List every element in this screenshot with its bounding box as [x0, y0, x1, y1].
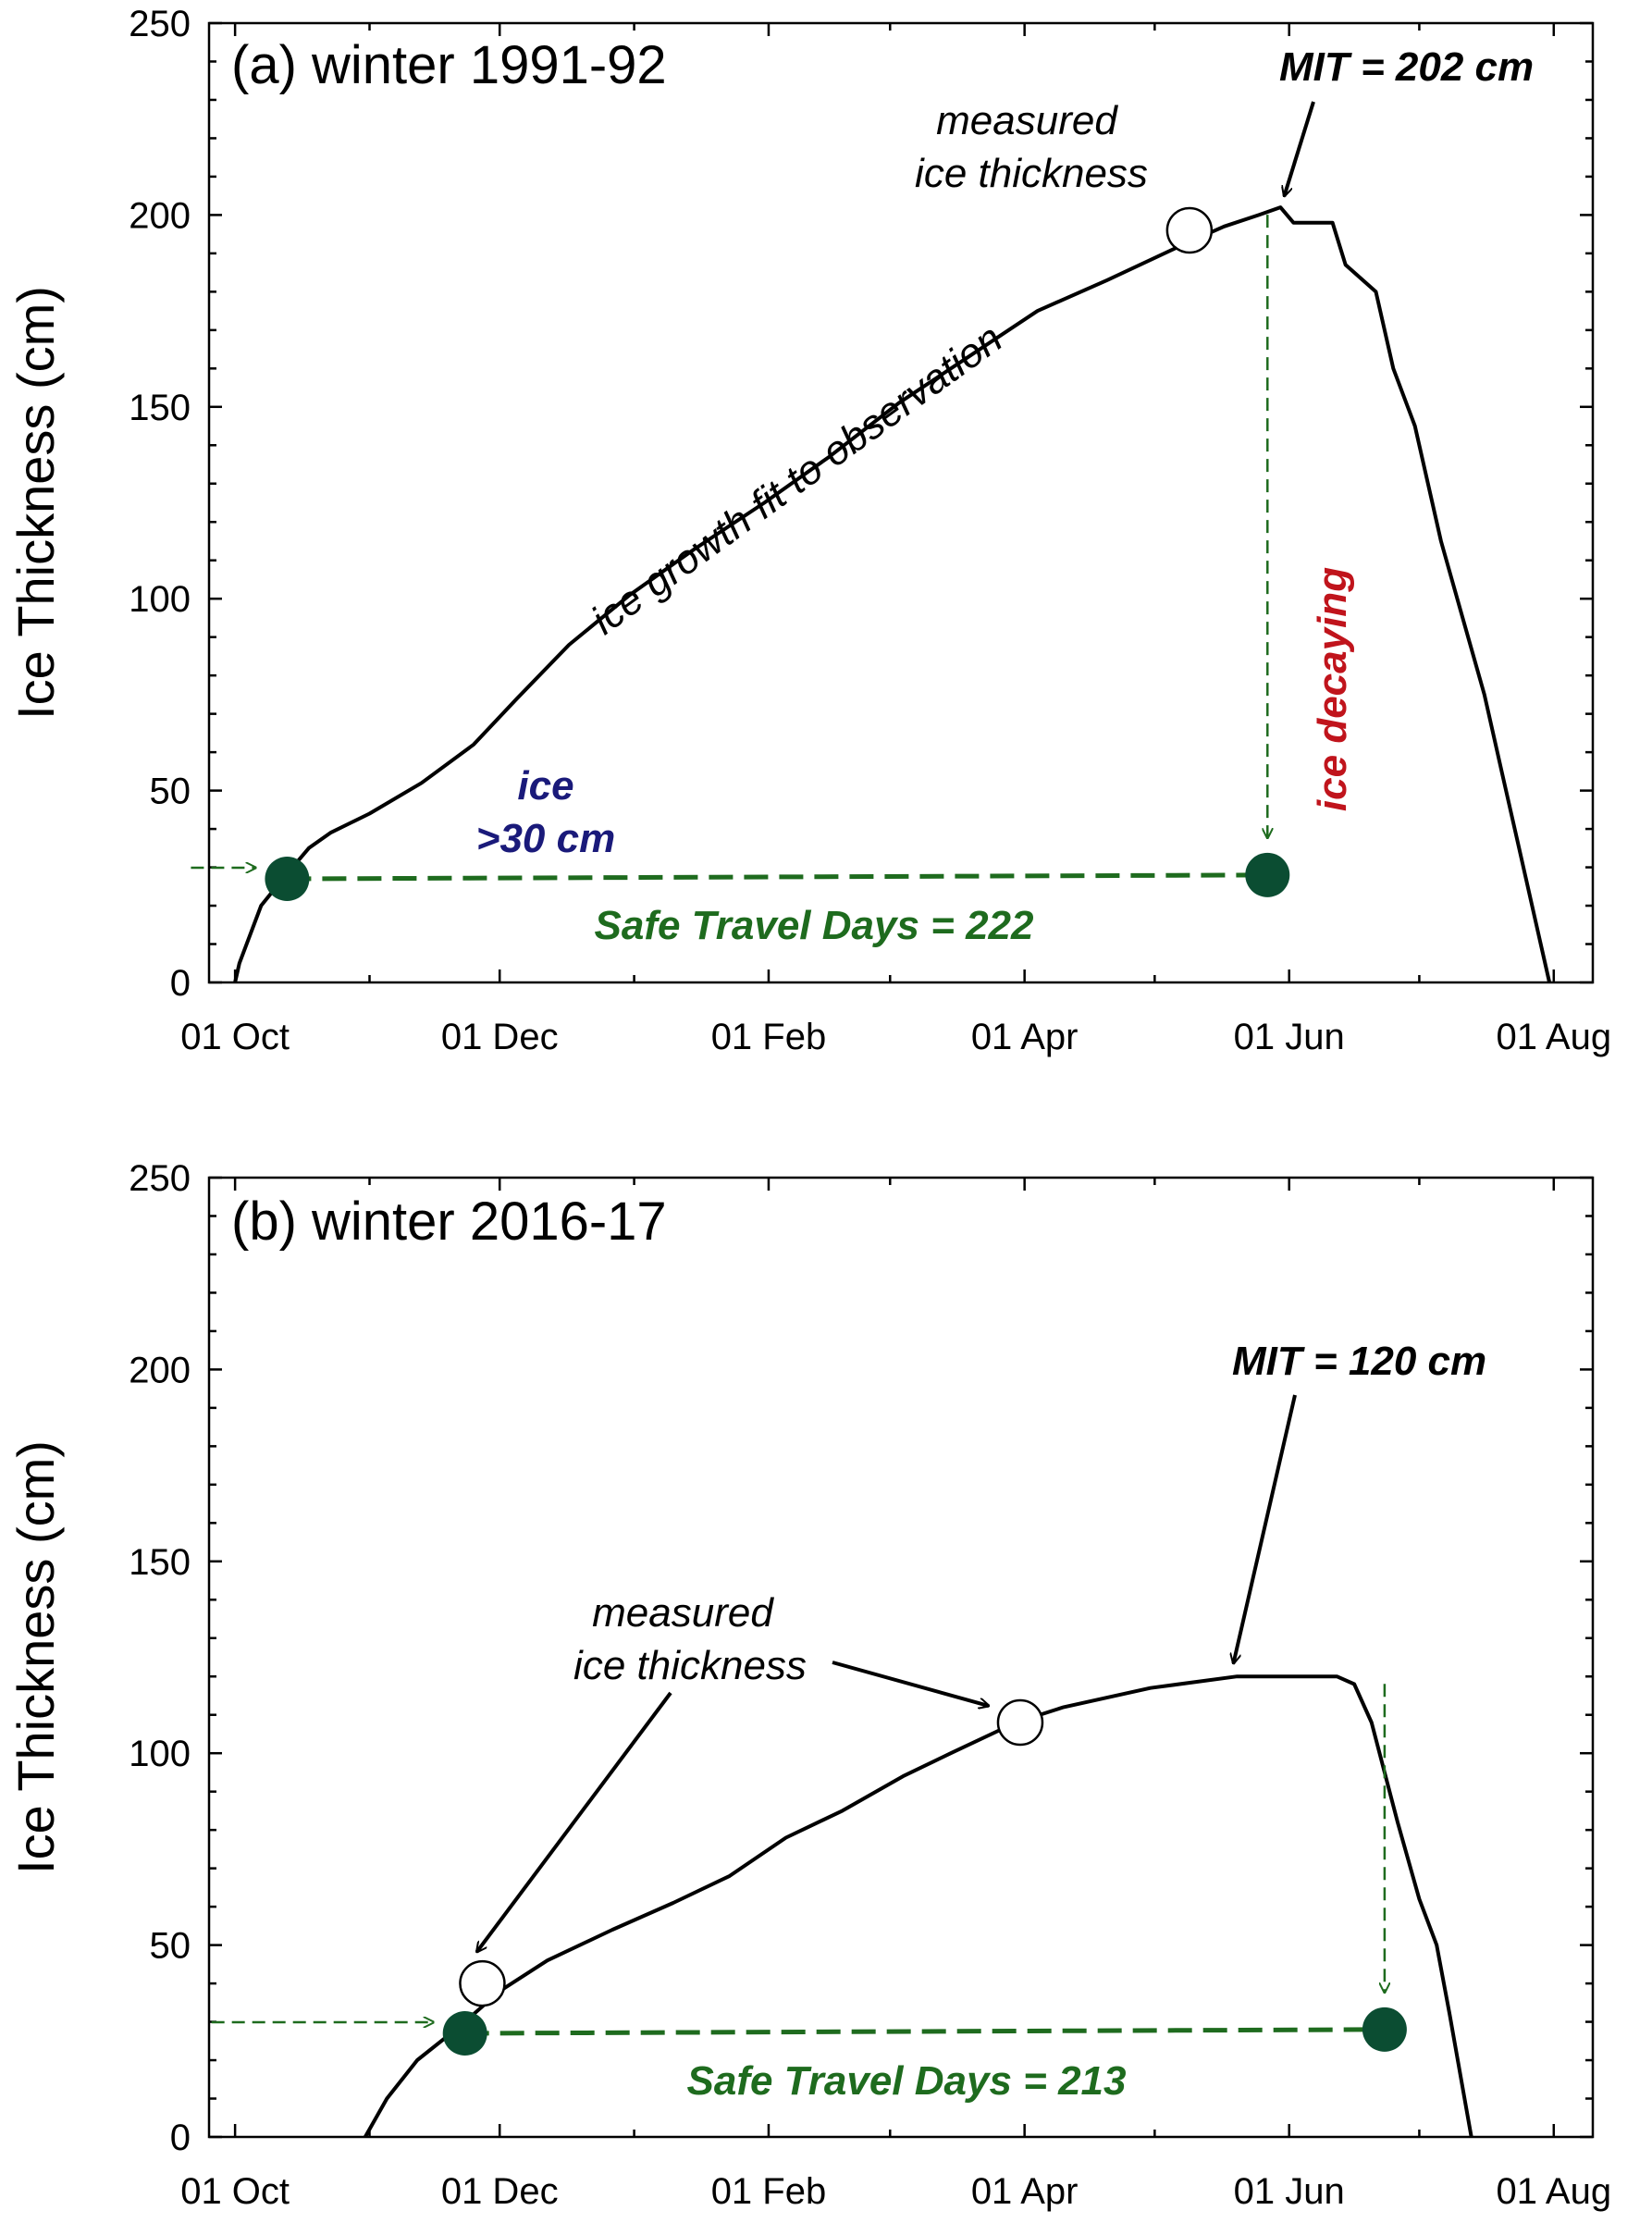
- y-tick-label: 50: [150, 1926, 191, 1967]
- y-tick-label: 0: [170, 2118, 191, 2158]
- y-tick-label: 200: [129, 195, 191, 236]
- safe-travel-line-a: [287, 872, 1268, 882]
- x-tick-label: 01 Feb: [711, 2171, 827, 2212]
- mit-arrow-b: [1233, 1394, 1297, 1663]
- mit-arrow-a: [1284, 101, 1315, 196]
- safe-travel-days-label-a: Safe Travel Days = 222: [595, 903, 1035, 948]
- x-tick-label: 01 Dec: [441, 1017, 559, 1057]
- y-tick-label: 150: [129, 388, 191, 428]
- safe-travel-days-label-b: Safe Travel Days = 213: [687, 2058, 1127, 2104]
- y-tick-label: 50: [150, 772, 191, 812]
- measured-arrow-b-early: [476, 1691, 672, 1952]
- x-tick-label: 01 Jun: [1234, 1017, 1345, 1057]
- measured-label-b-line1: measured: [592, 1590, 774, 1636]
- y-tick-label: 100: [129, 579, 191, 620]
- ice-threshold-label-line2: >30 cm: [476, 816, 615, 861]
- ice-decaying-label: ice decaying: [1310, 567, 1355, 811]
- panel-title-b: (b) winter 2016-17: [231, 1192, 667, 1252]
- y-tick-label: 250: [129, 4, 191, 44]
- y-tick-label: 150: [129, 1542, 191, 1583]
- growth-fit-label: ice growth fit to observation: [583, 315, 1010, 643]
- ice-threshold-label-line1: ice: [517, 763, 573, 809]
- y-tick-labels-a: 0 50 100 150 200 250: [129, 4, 191, 1004]
- measured-label-a-line1: measured: [936, 98, 1118, 143]
- safe-travel-start-point-a: [265, 857, 310, 902]
- y-tick-label: 250: [129, 1158, 191, 1199]
- ice-thickness-curve-a: [233, 205, 1552, 983]
- y-axis-label-a: Ice Thickness (cm): [6, 286, 65, 720]
- x-tick-label: 01 Dec: [441, 2171, 559, 2212]
- safe-travel-end-point-a: [1245, 852, 1290, 897]
- plot-frame-a: [207, 21, 1595, 984]
- safe-travel-line-b: [464, 2027, 1385, 2036]
- plot-frame-b: [207, 1176, 1595, 2139]
- x-tick-label: 01 Oct: [180, 1017, 290, 1057]
- x-tick-label: 01 Aug: [1497, 1017, 1612, 1057]
- mit-label-a: MIT = 202 cm: [1279, 44, 1534, 90]
- x-tick-labels-b: 01 Oct 01 Dec 01 Feb 01 Apr 01 Jun 01 Au…: [180, 2171, 1611, 2212]
- y-tick-label: 0: [170, 963, 191, 1004]
- measured-point-a: [1165, 206, 1214, 254]
- x-tick-label: 01 Feb: [711, 1017, 827, 1057]
- x-tick-label: 01 Apr: [971, 2171, 1079, 2212]
- measured-label-a-line2: ice thickness: [915, 151, 1148, 196]
- x-tick-label: 01 Jun: [1234, 2171, 1345, 2212]
- panel-title-a: (a) winter 1991-92: [231, 35, 667, 95]
- mit-label-b: MIT = 120 cm: [1232, 1339, 1486, 1384]
- x-tick-label: 01 Apr: [971, 1017, 1079, 1057]
- measured-point-b-early: [459, 1959, 506, 2007]
- measured-arrow-b-late: [832, 1661, 989, 1706]
- safe-travel-start-point-b: [442, 2011, 487, 2056]
- measured-point-b-late: [996, 1698, 1044, 1747]
- x-tick-labels-a: 01 Oct 01 Dec 01 Feb 01 Apr 01 Jun 01 Au…: [180, 1017, 1611, 1057]
- panel-a: Ice Thickness (cm) 0 50 100 150 200 250 …: [6, 4, 1611, 1057]
- panel-b: Ice Thickness (cm) 0 50 100 150 200 250 …: [6, 1158, 1611, 2212]
- measured-label-b-line2: ice thickness: [573, 1643, 807, 1688]
- safe-travel-end-point-b: [1362, 2007, 1407, 2052]
- y-tick-labels-b: 0 50 100 150 200 250: [129, 1158, 191, 2158]
- tick-marks-a: [209, 21, 1593, 984]
- y-tick-label: 200: [129, 1350, 191, 1390]
- tick-marks-b: [209, 1176, 1593, 2139]
- y-tick-label: 100: [129, 1734, 191, 1774]
- x-tick-label: 01 Aug: [1497, 2171, 1612, 2212]
- x-tick-label: 01 Oct: [180, 2171, 290, 2212]
- y-axis-label-b: Ice Thickness (cm): [6, 1440, 65, 1874]
